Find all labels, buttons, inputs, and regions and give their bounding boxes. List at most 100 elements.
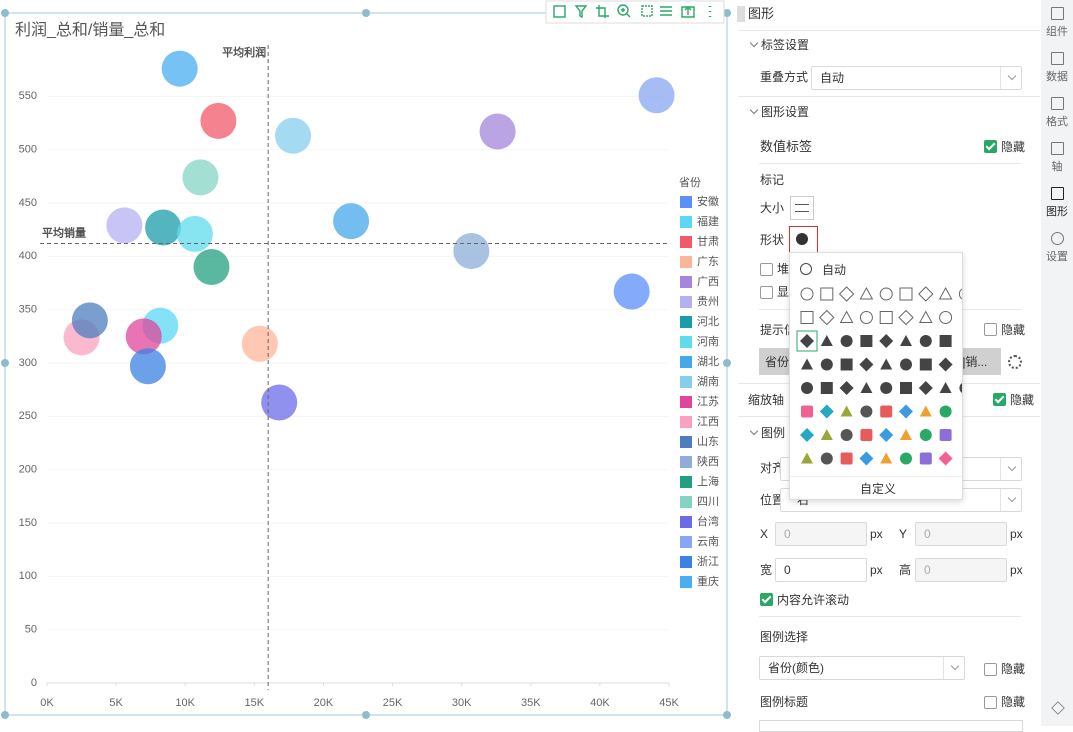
- shape-option[interactable]: [898, 309, 914, 326]
- shape-option[interactable]: [840, 405, 853, 417]
- shape-option[interactable]: [800, 334, 814, 348]
- shape-option[interactable]: [919, 358, 932, 371]
- shape-option[interactable]: [959, 382, 962, 394]
- sidebar-tab[interactable]: 组件: [1046, 26, 1068, 38]
- checkbox[interactable]: [993, 393, 1006, 406]
- shape-option[interactable]: [819, 404, 834, 419]
- shape-option[interactable]: [879, 287, 893, 301]
- settings-icon[interactable]: [1008, 355, 1022, 369]
- shape-option[interactable]: [900, 358, 912, 371]
- shape-option[interactable]: [859, 286, 874, 300]
- input[interactable]: 0: [915, 522, 1007, 546]
- select[interactable]: 自动: [811, 66, 1022, 90]
- section-title[interactable]: 标签设置: [761, 38, 810, 52]
- menu-item[interactable]: 自定义: [860, 482, 897, 496]
- size-button[interactable]: [790, 196, 814, 220]
- shape-option[interactable]: [819, 309, 835, 326]
- shape-option[interactable]: [918, 381, 933, 395]
- shape-option[interactable]: [820, 287, 834, 301]
- shape-option[interactable]: [820, 335, 833, 346]
- shape-option[interactable]: [840, 429, 853, 441]
- sidebar-tab[interactable]: 轴: [1051, 161, 1063, 173]
- chart-toolbar[interactable]: [545, 0, 725, 24]
- shape-option[interactable]: [801, 358, 813, 370]
- shape-option[interactable]: [938, 286, 953, 300]
- shape-option[interactable]: [900, 429, 912, 440]
- shape-option[interactable]: [900, 382, 912, 394]
- input[interactable]: 0: [915, 558, 1007, 582]
- shape-option[interactable]: [939, 382, 952, 393]
- shape-option[interactable]: [879, 334, 894, 348]
- shape-option[interactable]: [839, 310, 854, 323]
- chevron[interactable]: [749, 38, 759, 48]
- shape-option[interactable]: [860, 429, 873, 441]
- shape-option[interactable]: [801, 452, 813, 464]
- chevron[interactable]: [749, 105, 759, 115]
- shape-option[interactable]: [880, 452, 893, 464]
- shape-option[interactable]: [879, 428, 894, 442]
- shape-option[interactable]: [939, 311, 953, 324]
- shape-grid[interactable]: [790, 283, 962, 473]
- checkbox[interactable]: [984, 323, 997, 336]
- checkbox[interactable]: [984, 663, 997, 676]
- select[interactable]: 省份(颜色): [759, 656, 965, 680]
- chevron[interactable]: [749, 426, 759, 436]
- shape-option[interactable]: [900, 335, 912, 346]
- shape-option[interactable]: [859, 357, 874, 372]
- shape-option[interactable]: [899, 404, 913, 419]
- shape-option[interactable]: [879, 311, 893, 324]
- sidebar-tab[interactable]: 图形: [1046, 206, 1068, 218]
- sidebar-tab[interactable]: 设置: [1046, 251, 1068, 263]
- shape-option[interactable]: [820, 452, 833, 465]
- shape-option[interactable]: [939, 429, 952, 441]
- shape-option[interactable]: [918, 286, 934, 302]
- shape-option[interactable]: [820, 358, 833, 371]
- checkbox[interactable]: [760, 286, 773, 299]
- checkbox[interactable]: [760, 263, 773, 276]
- sidebar-tab[interactable]: 格式: [1046, 116, 1068, 128]
- shape-option[interactable]: [840, 358, 853, 371]
- shape-option[interactable]: [838, 286, 855, 302]
- checkbox[interactable]: [760, 593, 773, 606]
- input[interactable]: 0: [775, 558, 867, 582]
- shape-option[interactable]: [860, 382, 873, 393]
- shape-option[interactable]: [938, 451, 953, 466]
- shape-option[interactable]: [919, 335, 932, 347]
- shape-option[interactable]: [939, 405, 952, 418]
- shape-option[interactable]: [899, 287, 913, 301]
- sidebar-tab[interactable]: 数据: [1046, 71, 1068, 83]
- shape-option[interactable]: [919, 429, 932, 441]
- shape-option[interactable]: [800, 287, 814, 301]
- shape-option[interactable]: [800, 428, 814, 442]
- shape-option[interactable]: [801, 382, 813, 394]
- shape-option[interactable]: [938, 357, 953, 372]
- shape-option[interactable]: [860, 335, 873, 347]
- checkbox[interactable]: [984, 696, 997, 709]
- shape-option[interactable]: [800, 311, 814, 324]
- shape-option[interactable]: [919, 405, 932, 417]
- shape-option[interactable]: [880, 358, 893, 370]
- shape-option[interactable]: [859, 451, 874, 466]
- collapse-button[interactable]: [737, 6, 745, 22]
- shape-option[interactable]: [939, 335, 952, 347]
- input[interactable]: [759, 720, 1023, 732]
- shape-option[interactable]: [820, 429, 833, 440]
- shape-option[interactable]: [919, 452, 932, 465]
- shape-option[interactable]: [859, 311, 873, 324]
- shape-option[interactable]: [839, 381, 854, 395]
- shape-option[interactable]: [840, 335, 853, 347]
- shape-option[interactable]: [880, 405, 893, 418]
- section-title[interactable]: 图例: [761, 426, 786, 440]
- shape-button[interactable]: [789, 226, 818, 253]
- shape-option[interactable]: [860, 405, 873, 418]
- shape-option[interactable]: [880, 382, 893, 394]
- checkbox[interactable]: [984, 140, 997, 153]
- shape-option[interactable]: [900, 452, 912, 465]
- section-title[interactable]: 图形设置: [761, 105, 810, 119]
- menu-item[interactable]: 自动: [822, 263, 847, 277]
- shape-option[interactable]: [801, 405, 813, 418]
- shape-option[interactable]: [820, 382, 833, 394]
- shape-option[interactable]: [958, 288, 962, 300]
- input[interactable]: 0: [775, 522, 867, 546]
- shape-option[interactable]: [918, 310, 933, 323]
